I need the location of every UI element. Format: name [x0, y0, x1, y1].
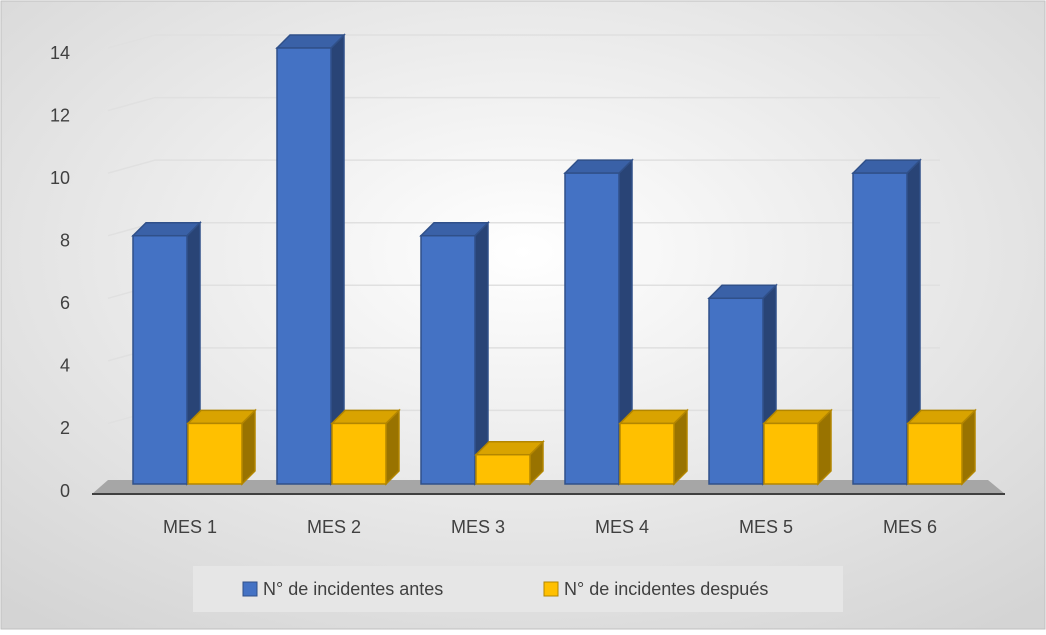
- grid-line: [107, 96, 940, 112]
- y-tick-label: 12: [50, 105, 70, 125]
- bar: [474, 439, 545, 486]
- bar: [330, 408, 401, 486]
- bar-face: [330, 409, 401, 425]
- x-tick-label: MES 2: [307, 517, 361, 537]
- y-tick-label: 8: [60, 230, 70, 250]
- x-tick-label: MES 1: [163, 517, 217, 537]
- legend: [193, 566, 843, 612]
- y-tick-label: 2: [60, 418, 70, 438]
- legend-swatch: [242, 581, 258, 597]
- bar: [851, 158, 922, 486]
- x-tick-label: MES 6: [883, 517, 937, 537]
- bar-face: [475, 453, 531, 485]
- legend-label: N° de incidentes antes: [263, 579, 443, 599]
- bar-face: [852, 172, 908, 485]
- grid-line: [107, 34, 940, 49]
- bar-face: [420, 234, 476, 485]
- x-tick-label: MES 5: [739, 517, 793, 537]
- bar-face: [563, 159, 634, 174]
- bar-face: [276, 47, 332, 485]
- x-tick-label: MES 3: [451, 517, 505, 537]
- x-tick-label: MES 4: [595, 517, 649, 537]
- bar: [419, 220, 490, 486]
- bar: [618, 408, 689, 486]
- y-tick-label: 14: [50, 43, 70, 63]
- bar-face: [708, 297, 764, 485]
- bar-face: [419, 221, 490, 237]
- bar-face: [907, 422, 963, 485]
- legend-swatch: [543, 581, 559, 597]
- bar-face: [763, 422, 819, 485]
- bar-face: [187, 422, 243, 485]
- bar-face: [851, 159, 922, 174]
- y-tick-label: 6: [60, 293, 70, 313]
- grid-line: [107, 159, 940, 174]
- bar: [131, 220, 202, 486]
- bar: [762, 408, 833, 486]
- bar-face: [618, 409, 689, 425]
- bar-face: [331, 422, 387, 485]
- y-tick-label: 0: [60, 481, 70, 501]
- bar-face: [619, 422, 675, 485]
- bar: [906, 408, 977, 486]
- bar: [275, 33, 346, 486]
- legend-label: N° de incidentes después: [564, 579, 768, 599]
- y-tick-label: 10: [50, 168, 70, 188]
- bar-face: [275, 34, 346, 49]
- bar-face: [186, 409, 257, 425]
- bar-face: [132, 234, 188, 485]
- bar-face: [906, 409, 977, 425]
- bar-face: [564, 172, 620, 485]
- bar: [563, 158, 634, 486]
- bar-face: [131, 221, 202, 237]
- bar-face: [474, 440, 545, 456]
- y-tick-label: 4: [60, 356, 70, 376]
- bar-face: [707, 284, 778, 300]
- bar-face: [762, 409, 833, 425]
- bar: [186, 408, 257, 486]
